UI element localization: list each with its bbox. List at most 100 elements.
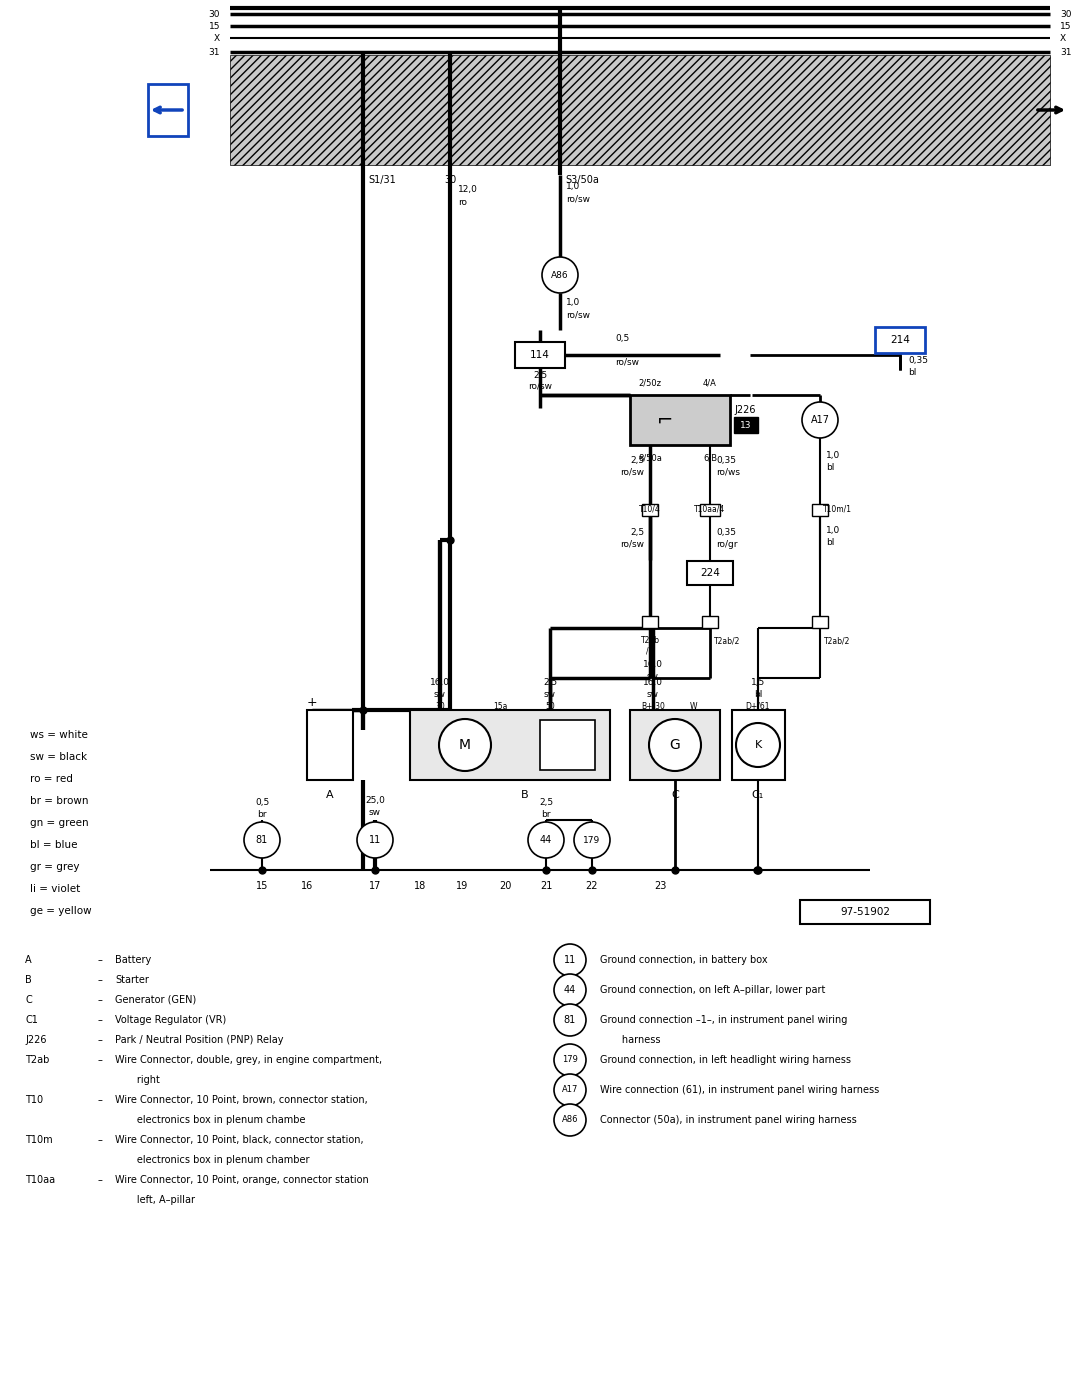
Text: 12,0: 12,0 xyxy=(458,185,478,193)
Text: 2/50z: 2/50z xyxy=(639,379,661,387)
Text: D+/61: D+/61 xyxy=(746,702,771,710)
Text: –: – xyxy=(98,1054,103,1066)
Text: Connector (50a), in instrument panel wiring harness: Connector (50a), in instrument panel wir… xyxy=(600,1115,857,1125)
Bar xyxy=(812,616,828,627)
Text: 0,5: 0,5 xyxy=(255,797,269,807)
Text: 30: 30 xyxy=(1060,10,1072,18)
Text: 11: 11 xyxy=(369,835,382,844)
Text: 0,35: 0,35 xyxy=(716,528,736,536)
Text: ro = red: ro = red xyxy=(30,774,73,784)
Circle shape xyxy=(802,402,838,438)
Text: 15: 15 xyxy=(208,22,220,30)
Text: T2ab: T2ab xyxy=(640,636,659,645)
Text: sw: sw xyxy=(544,690,556,698)
Bar xyxy=(307,710,353,779)
Text: ro/sw: ro/sw xyxy=(620,467,644,477)
Text: electronics box in plenum chambe: electronics box in plenum chambe xyxy=(115,1115,306,1125)
Circle shape xyxy=(574,822,610,858)
Text: 18: 18 xyxy=(414,880,427,891)
Bar xyxy=(732,710,785,779)
Text: 44: 44 xyxy=(564,985,576,995)
Text: 4/A: 4/A xyxy=(703,379,717,387)
Text: J226: J226 xyxy=(25,1035,46,1045)
Text: 1,0: 1,0 xyxy=(566,182,580,191)
Circle shape xyxy=(542,257,578,293)
Text: Ground connection –1–, in instrument panel wiring: Ground connection –1–, in instrument pan… xyxy=(600,1014,847,1025)
Text: J226: J226 xyxy=(734,405,756,415)
Text: T10aa/4: T10aa/4 xyxy=(695,504,726,514)
Text: bl: bl xyxy=(908,368,917,377)
Text: 44: 44 xyxy=(540,835,552,844)
Text: T2ab/2: T2ab/2 xyxy=(714,636,741,645)
Text: Voltage Regulator (VR): Voltage Regulator (VR) xyxy=(115,1014,226,1025)
Text: –: – xyxy=(98,1175,103,1184)
Bar xyxy=(630,710,720,779)
Text: br = brown: br = brown xyxy=(30,796,89,806)
Text: T10aa: T10aa xyxy=(25,1175,55,1184)
Text: Wire Connector, 10 Point, orange, connector station: Wire Connector, 10 Point, orange, connec… xyxy=(115,1175,369,1184)
Circle shape xyxy=(528,822,564,858)
Text: 1,0: 1,0 xyxy=(566,299,580,307)
Text: A17: A17 xyxy=(810,415,830,426)
Circle shape xyxy=(554,974,586,1006)
Text: li = violet: li = violet xyxy=(30,884,80,894)
Text: ge = yellow: ge = yellow xyxy=(30,907,91,916)
Text: A86: A86 xyxy=(551,271,569,279)
Bar xyxy=(148,84,188,135)
Text: bl: bl xyxy=(827,538,834,546)
Text: ro/sw: ro/sw xyxy=(528,381,552,390)
Text: 16,0: 16,0 xyxy=(643,677,662,687)
Text: T2ab/2: T2ab/2 xyxy=(824,636,850,645)
Text: –: – xyxy=(98,974,103,985)
Text: A17: A17 xyxy=(562,1085,578,1095)
Bar xyxy=(875,328,925,352)
Text: B: B xyxy=(521,791,528,800)
Circle shape xyxy=(649,719,701,771)
Text: 8/50a: 8/50a xyxy=(638,453,661,462)
Circle shape xyxy=(554,1003,586,1036)
Text: 0,5: 0,5 xyxy=(615,334,629,343)
Text: harness: harness xyxy=(600,1035,660,1045)
Text: 2,5: 2,5 xyxy=(539,797,553,807)
Text: 114: 114 xyxy=(530,350,550,359)
Text: bl: bl xyxy=(827,463,834,471)
Text: X: X xyxy=(1060,33,1067,43)
Text: 25,0: 25,0 xyxy=(366,796,385,804)
Bar xyxy=(702,616,718,627)
Bar xyxy=(230,55,1049,164)
Text: C: C xyxy=(671,791,679,800)
Text: T10m: T10m xyxy=(25,1135,53,1146)
Text: 20: 20 xyxy=(498,880,511,891)
Text: gn = green: gn = green xyxy=(30,818,89,828)
Text: M: M xyxy=(459,738,471,752)
Circle shape xyxy=(440,719,491,771)
Text: 50: 50 xyxy=(546,702,555,710)
Circle shape xyxy=(554,1074,586,1106)
Bar xyxy=(734,417,758,433)
Text: ro/gr: ro/gr xyxy=(716,539,738,549)
Text: ro/sw: ro/sw xyxy=(566,310,590,319)
Text: /1: /1 xyxy=(646,645,654,655)
Text: T10m/1: T10m/1 xyxy=(823,504,852,514)
Text: 15: 15 xyxy=(256,880,268,891)
Text: –: – xyxy=(98,1135,103,1146)
Text: Wire Connector, 10 Point, black, connector station,: Wire Connector, 10 Point, black, connect… xyxy=(115,1135,363,1146)
Text: 23: 23 xyxy=(654,880,666,891)
Bar xyxy=(630,395,730,445)
Circle shape xyxy=(736,723,780,767)
Text: ro/sw: ro/sw xyxy=(620,539,644,549)
Text: 16,0: 16,0 xyxy=(430,677,450,687)
Text: sw: sw xyxy=(369,807,381,817)
Text: sw = black: sw = black xyxy=(30,752,87,761)
Circle shape xyxy=(554,1104,586,1136)
Text: 2,5: 2,5 xyxy=(533,370,547,380)
Text: ro/sw: ro/sw xyxy=(566,193,590,203)
Text: B: B xyxy=(25,974,32,985)
Text: Ground connection, in left headlight wiring harness: Ground connection, in left headlight wir… xyxy=(600,1054,851,1066)
Text: –: – xyxy=(98,1035,103,1045)
Text: Ground connection, in battery box: Ground connection, in battery box xyxy=(600,955,768,965)
Bar xyxy=(410,710,610,779)
Text: Starter: Starter xyxy=(115,974,149,985)
Text: –: – xyxy=(98,955,103,965)
Text: 13: 13 xyxy=(741,420,751,430)
